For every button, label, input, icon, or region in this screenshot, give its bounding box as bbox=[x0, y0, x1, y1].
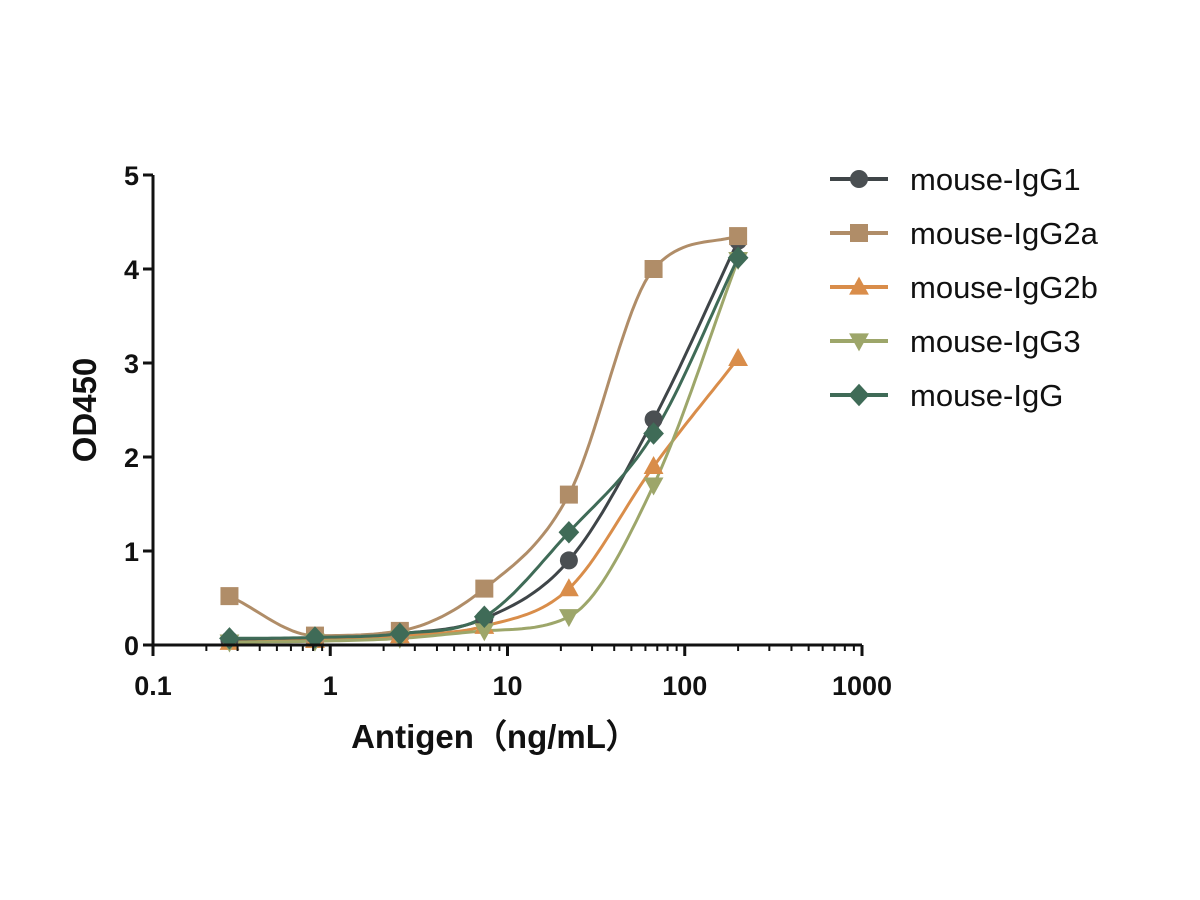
data-point-mouse-IgG1 bbox=[644, 410, 663, 429]
data-point-mouse-IgG3 bbox=[558, 609, 579, 628]
y-axis-title: OD450 bbox=[66, 358, 103, 463]
x-tick-label: 0.1 bbox=[134, 671, 172, 701]
data-point-mouse-IgG1 bbox=[559, 551, 578, 570]
legend-label: mouse-IgG3 bbox=[910, 324, 1081, 359]
legend-label: mouse-IgG2b bbox=[910, 270, 1098, 305]
legend-marker-mouse-IgG1 bbox=[850, 170, 868, 188]
x-axis-title: Antigen（ng/mL） bbox=[351, 718, 639, 755]
legend-marker-mouse-IgG3 bbox=[849, 333, 869, 352]
y-ticks: 0 1 2 3 4 5 bbox=[124, 161, 153, 661]
y-tick-label: 4 bbox=[124, 255, 139, 285]
data-point-mouse-IgG bbox=[727, 246, 749, 269]
x-ticks: 0.1 1 10 100 1000 bbox=[134, 645, 892, 701]
y-tick-label: 1 bbox=[124, 537, 139, 567]
data-point-mouse-IgG bbox=[304, 626, 326, 649]
data-point-mouse-IgG2b bbox=[558, 578, 579, 597]
data-point-mouse-IgG2b bbox=[643, 456, 664, 475]
data-point-mouse-IgG3 bbox=[643, 477, 664, 496]
legend-label: mouse-IgG1 bbox=[910, 162, 1081, 197]
x-tick-label: 1 bbox=[323, 671, 338, 701]
legend-marker-mouse-IgG2a bbox=[850, 224, 868, 242]
legend: mouse-IgG1 mouse-IgG2a mouse-IgG2b mouse-Ig… bbox=[830, 162, 1099, 413]
data-point-mouse-IgG bbox=[643, 422, 664, 445]
data-points bbox=[219, 227, 749, 653]
data-point-mouse-IgG2a bbox=[559, 485, 578, 504]
y-tick-label: 0 bbox=[124, 631, 139, 661]
y-tick-label: 5 bbox=[124, 161, 139, 191]
x-tick-label: 10 bbox=[492, 671, 522, 701]
data-point-mouse-IgG2a bbox=[729, 227, 748, 246]
data-point-mouse-IgG bbox=[473, 605, 495, 629]
y-tick-label: 3 bbox=[124, 349, 139, 379]
data-point-mouse-IgG2a bbox=[220, 587, 239, 606]
data-point-mouse-IgG bbox=[389, 622, 411, 645]
data-point-mouse-IgG bbox=[558, 520, 580, 544]
data-point-mouse-IgG2a bbox=[644, 260, 663, 278]
legend-marker-mouse-IgG2b bbox=[849, 276, 869, 295]
legend-label: mouse-IgG bbox=[910, 378, 1063, 413]
data-point-mouse-IgG2a bbox=[475, 579, 494, 598]
fit-curve-mouse-IgG2a bbox=[228, 234, 739, 638]
x-tick-label: 1000 bbox=[832, 671, 892, 701]
axes bbox=[151, 175, 862, 647]
y-tick-label: 2 bbox=[124, 443, 139, 473]
data-point-mouse-IgG3 bbox=[474, 623, 495, 642]
x-tick-label: 100 bbox=[662, 671, 707, 701]
data-point-mouse-IgG2b bbox=[728, 347, 749, 366]
legend-marker-mouse-IgG bbox=[848, 383, 870, 407]
legend-label: mouse-IgG2a bbox=[910, 216, 1099, 251]
